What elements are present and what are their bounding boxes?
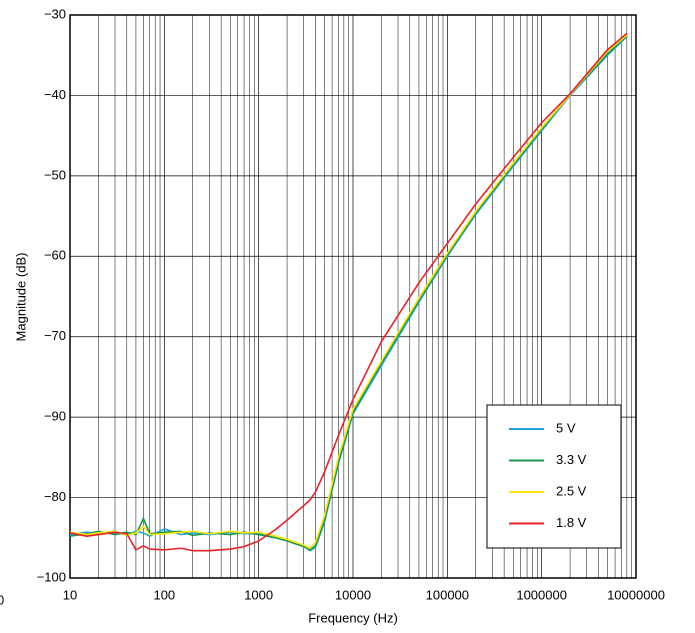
x-axis-label: Frequency (Hz) — [308, 610, 398, 625]
annotation: 0 — [0, 592, 4, 607]
y-tick-label: −50 — [44, 167, 66, 182]
x-tick-label: 100 — [153, 587, 175, 602]
y-tick-label: −90 — [44, 409, 66, 424]
x-tick-label: 100000 — [426, 587, 469, 602]
legend-box — [486, 404, 622, 549]
legend-label: 5 V — [556, 420, 576, 435]
x-tick-label: 10000000 — [607, 587, 665, 602]
y-tick-label: −60 — [44, 248, 66, 263]
x-tick-label: 1000000 — [516, 587, 567, 602]
series-line — [69, 34, 628, 550]
y-tick-label: −80 — [44, 489, 66, 504]
plot-frame — [69, 14, 637, 579]
series-line — [69, 32, 628, 552]
legend: 5 V 3.3 V 2.5 V 1.8 V — [486, 404, 622, 549]
y-tick-label: −100 — [37, 569, 66, 584]
y-tick-label: −70 — [44, 328, 66, 343]
legend-label: 3.3 V — [556, 452, 587, 467]
y-axis-label: Magnitude (dB) — [13, 253, 28, 342]
x-tick-label: 10000 — [335, 587, 371, 602]
y-tick-label: −30 — [44, 6, 66, 21]
x-tick-label: 1000 — [244, 587, 273, 602]
y-tick-label: −40 — [44, 87, 66, 102]
legend-label: 2.5 V — [556, 483, 587, 498]
x-tick-label: 10 — [63, 587, 77, 602]
legend-label: 1.8 V — [556, 515, 587, 530]
